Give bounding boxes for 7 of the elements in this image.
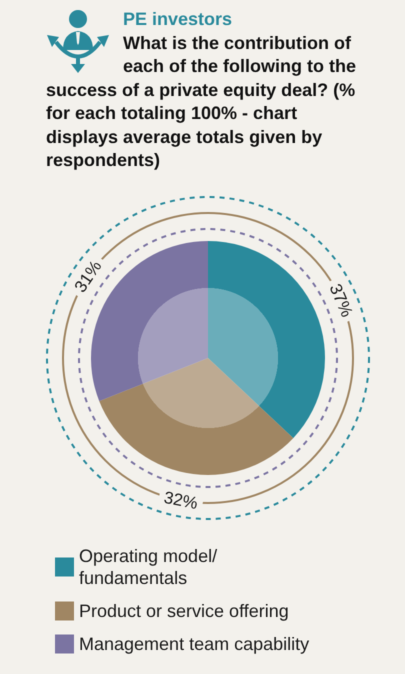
legend-label: Management team capability [79, 634, 310, 654]
legend-label: Operating model/ fundamentals [79, 546, 222, 588]
chart-subtitle: What is the contribution of each of the following to the success of a private equity deal? (% for each totaling 100% - chart displays average totals given by respondents) [46, 32, 356, 170]
data-label: 32% [162, 488, 200, 513]
legend-label: Product or service offering [79, 601, 289, 621]
data-label: 37% [326, 281, 357, 320]
chart-title: PE investors [123, 9, 232, 29]
